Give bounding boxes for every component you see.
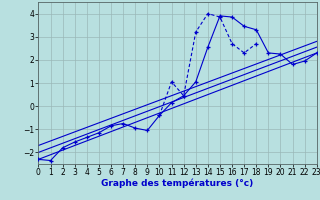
X-axis label: Graphe des températures (°c): Graphe des températures (°c) xyxy=(101,179,254,188)
